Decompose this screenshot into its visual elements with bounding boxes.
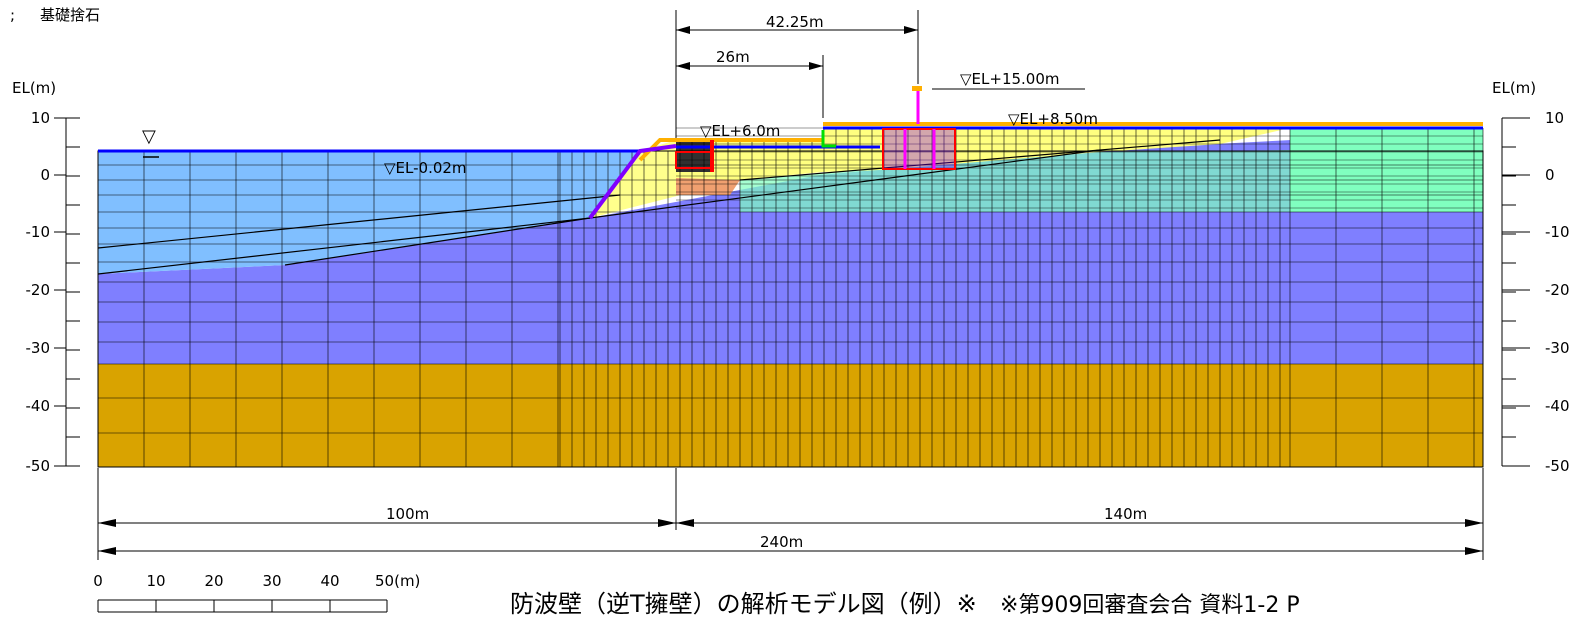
left-tick-label: -40 [26, 397, 51, 415]
scale-label: 20 [204, 572, 223, 590]
figure-caption: 防波壁（逆T擁壁）の解析モデル図（例）※ [510, 590, 977, 618]
right-axis-label: EL(m) [1492, 79, 1536, 97]
bottom-left-dimension: 100m [386, 505, 429, 523]
top-long-dimension: 42.25m [766, 13, 824, 31]
top-dimensions [675, 10, 919, 138]
water-symbol: ▽ [142, 126, 156, 147]
riprap [676, 178, 740, 195]
right-tick-label: -10 [1545, 223, 1570, 241]
left-terrace-label: ▽EL+6.0m [700, 122, 780, 140]
right-fill-soil [823, 128, 1290, 172]
right-tick-label: -50 [1545, 457, 1570, 475]
legend-semicolon: ; [10, 6, 15, 24]
right-axis: 10 0 -10 -20 -30 -40 -50 [1501, 109, 1570, 475]
structure-edge [710, 140, 714, 172]
right-tick-label: -30 [1545, 339, 1570, 357]
scale-label: 50(m) [375, 572, 420, 590]
scale-label: 0 [93, 572, 103, 590]
left-tick-label: -20 [26, 281, 51, 299]
left-tick-label: 10 [31, 109, 50, 127]
finite-element-mesh [97, 127, 1484, 467]
slope-fill [590, 140, 740, 218]
scale-label: 40 [320, 572, 339, 590]
left-tick-label: -10 [26, 223, 51, 241]
bottom-dimensions [97, 468, 1484, 560]
scale-label: 30 [262, 572, 281, 590]
legend-text: 基礎捨石 [40, 6, 100, 24]
right-soil-layer [1290, 128, 1483, 212]
left-axis: 10 0 -10 -20 -30 -40 -50 [26, 109, 80, 475]
right-tick-label: -20 [1545, 281, 1570, 299]
deep-layer [98, 364, 1483, 467]
bottom-right-dimension: 140m [1104, 505, 1147, 523]
right-terrace-label: ▽EL+8.50m [1008, 110, 1098, 128]
top-short-dimension: 26m [716, 48, 750, 66]
right-tick-label: -40 [1545, 397, 1570, 415]
soil-layers [98, 128, 1483, 467]
slope-armor [588, 144, 677, 220]
left-axis-label: EL(m) [12, 79, 56, 97]
drain-marker [821, 130, 836, 148]
left-tick-label: -30 [26, 339, 51, 357]
bottom-total-dimension: 240m [760, 533, 803, 551]
model-outline [97, 150, 1484, 468]
left-tick-label: 0 [40, 166, 50, 184]
transition-soil [740, 150, 1290, 212]
scale-bar: 0 10 20 30 40 50(m) [93, 572, 420, 613]
wall-foundation-outline [882, 128, 956, 170]
sea-level-label: ▽EL-0.02m [384, 159, 467, 177]
slope-crest [638, 138, 676, 162]
right-tick-label: 10 [1545, 109, 1564, 127]
scale-label: 10 [146, 572, 165, 590]
wall-top-label: ▽EL+15.00m [960, 70, 1060, 88]
wall-top-cap [912, 86, 922, 91]
wall-foundation [883, 129, 955, 169]
sea-soil-layer [98, 151, 640, 274]
right-tick-label: 0 [1545, 166, 1555, 184]
left-tick-label: -50 [26, 457, 51, 475]
figure-source: ※第909回審査会合 資料1-2 P [1000, 593, 1300, 618]
